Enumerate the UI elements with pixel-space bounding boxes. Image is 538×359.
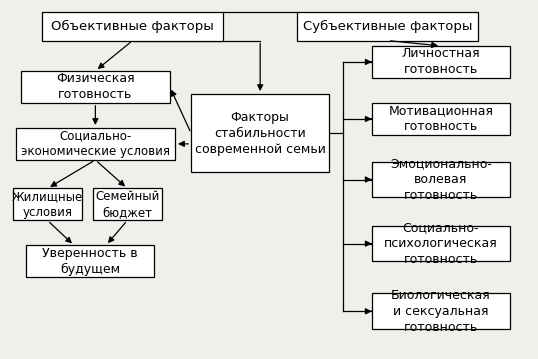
FancyBboxPatch shape xyxy=(26,246,154,278)
Text: Субъективные факторы: Субъективные факторы xyxy=(303,20,472,33)
Text: Жилищные
условия: Жилищные условия xyxy=(12,190,83,219)
Text: Уверенность в
будущем: Уверенность в будущем xyxy=(43,247,138,276)
FancyBboxPatch shape xyxy=(298,12,478,41)
Text: Мотивационная
готовность: Мотивационная готовность xyxy=(388,104,493,134)
FancyBboxPatch shape xyxy=(372,294,510,329)
Text: Социально-
психологическая
готовность: Социально- психологическая готовность xyxy=(384,221,498,266)
Text: Физическая
готовность: Физическая готовность xyxy=(56,73,134,101)
Text: Объективные факторы: Объективные факторы xyxy=(51,20,214,33)
FancyBboxPatch shape xyxy=(372,226,510,261)
Text: Эмоционально-
волевая
готовность: Эмоционально- волевая готовность xyxy=(390,157,492,202)
Text: Семейный
бюджет: Семейный бюджет xyxy=(95,190,159,219)
FancyBboxPatch shape xyxy=(13,188,82,220)
FancyBboxPatch shape xyxy=(372,162,510,197)
Text: Социально-
экономические условия: Социально- экономические условия xyxy=(21,129,170,158)
Text: Факторы
стабильности
современной семьи: Факторы стабильности современной семьи xyxy=(195,111,325,156)
FancyBboxPatch shape xyxy=(42,12,223,41)
Text: Личностная
готовность: Личностная готовность xyxy=(401,47,480,76)
FancyBboxPatch shape xyxy=(93,188,162,220)
FancyBboxPatch shape xyxy=(16,128,175,160)
FancyBboxPatch shape xyxy=(372,103,510,135)
FancyBboxPatch shape xyxy=(191,94,329,172)
FancyBboxPatch shape xyxy=(372,46,510,78)
FancyBboxPatch shape xyxy=(21,71,170,103)
Text: Биологическая
и сексуальная
готовность: Биологическая и сексуальная готовность xyxy=(391,289,491,334)
